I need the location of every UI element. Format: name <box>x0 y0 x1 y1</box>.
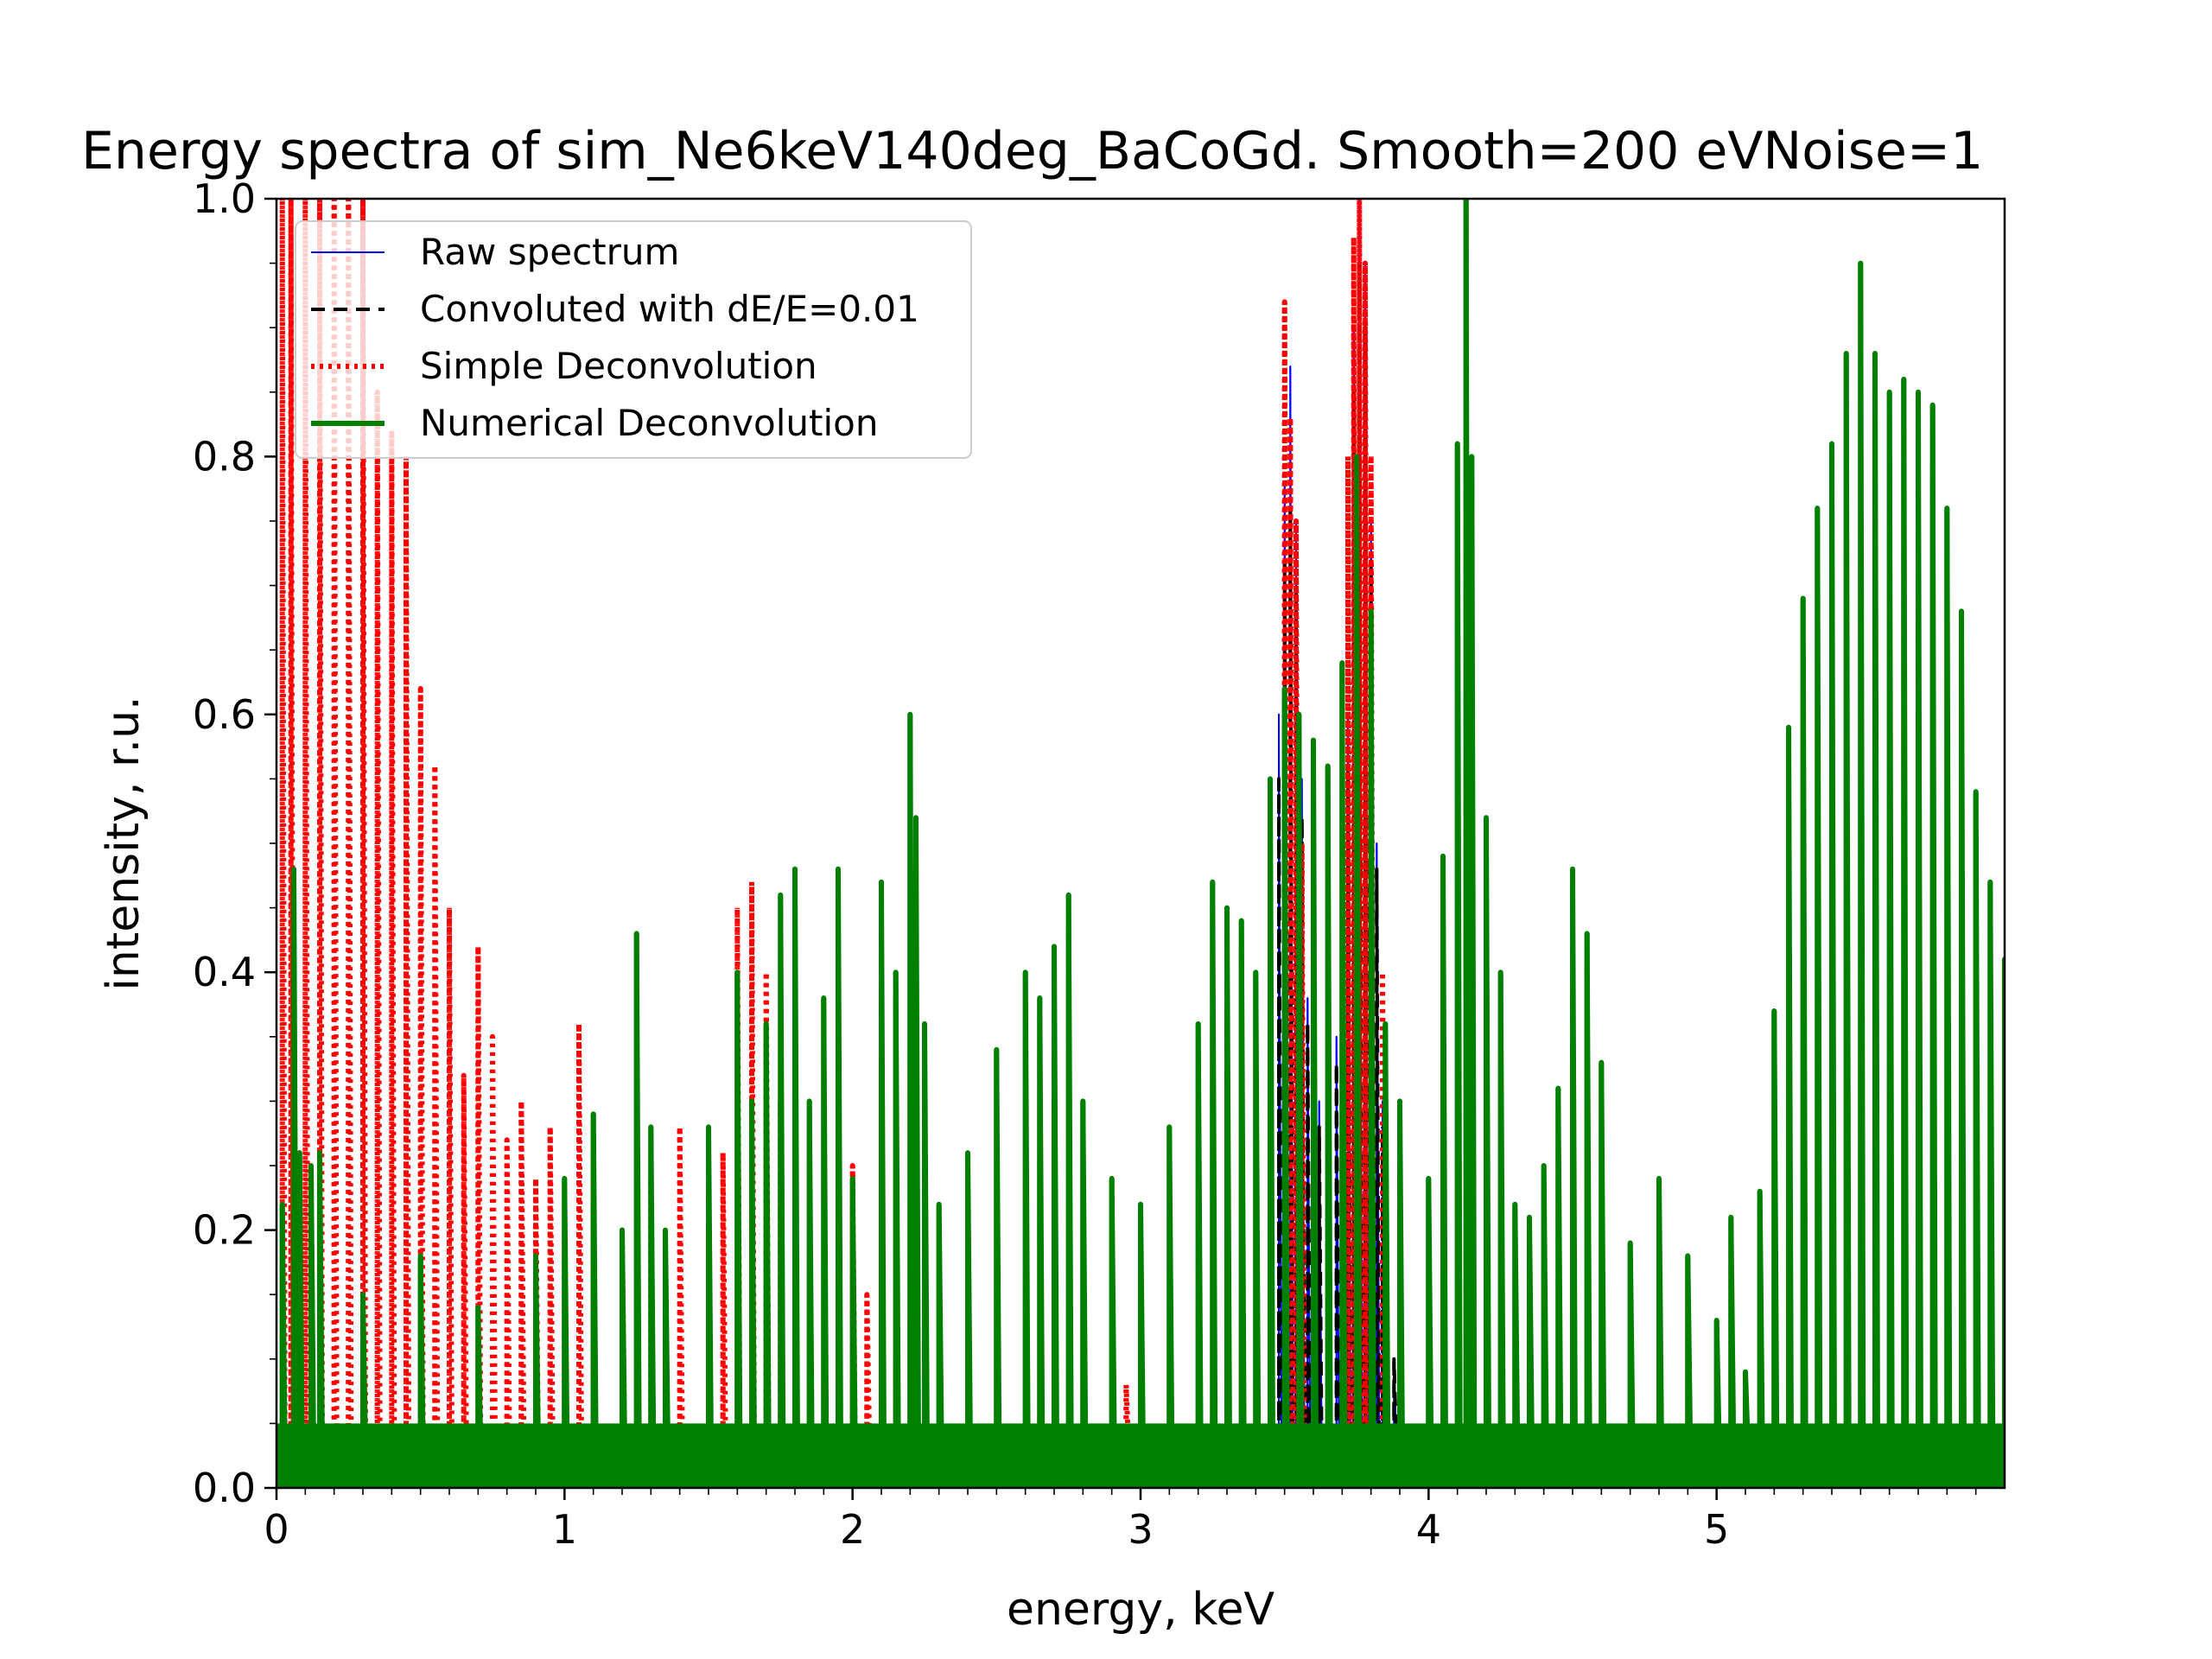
legend-label: Convoluted with dE/E=0.01 <box>420 288 919 330</box>
x-axis-label: energy, keV <box>1007 1584 1274 1636</box>
x-axis-ticks: 0 1 2 3 4 5 <box>264 1488 1977 1553</box>
y-axis-ticks: 0.0 0.2 0.4 0.6 0.8 1.0 <box>193 175 276 1511</box>
legend-label: Numerical Deconvolution <box>420 402 878 444</box>
x-tick-label: 1 <box>552 1506 577 1553</box>
x-tick-label: 2 <box>840 1506 865 1553</box>
y-tick-label: 0.2 <box>193 1207 256 1254</box>
legend-label: Raw spectrum <box>420 231 679 273</box>
chart-title: Energy spectra of sim_Ne6keV140deg_BaCoG… <box>81 121 1983 181</box>
legend-box <box>295 220 972 459</box>
y-tick-label: 1.0 <box>193 175 256 222</box>
baseline-band <box>276 1423 2005 1488</box>
y-tick-label: 0.8 <box>193 433 256 480</box>
y-tick-label: 0.0 <box>193 1465 256 1511</box>
x-tick-label: 0 <box>264 1506 289 1553</box>
x-tick-label: 3 <box>1128 1506 1153 1553</box>
x-tick-label: 4 <box>1416 1506 1441 1553</box>
legend-label: Simple Deconvolution <box>420 345 817 387</box>
series-layer <box>276 199 2005 1488</box>
y-axis-label: intensity, r.u. <box>98 696 149 990</box>
series-numerical-deconvolution <box>276 199 2005 1488</box>
x-tick-label: 5 <box>1704 1506 1729 1553</box>
legend: Raw spectrum Convoluted with dE/E=0.01 Sim… <box>295 220 972 459</box>
y-tick-label: 0.4 <box>193 949 256 995</box>
y-tick-label: 0.6 <box>193 691 256 738</box>
